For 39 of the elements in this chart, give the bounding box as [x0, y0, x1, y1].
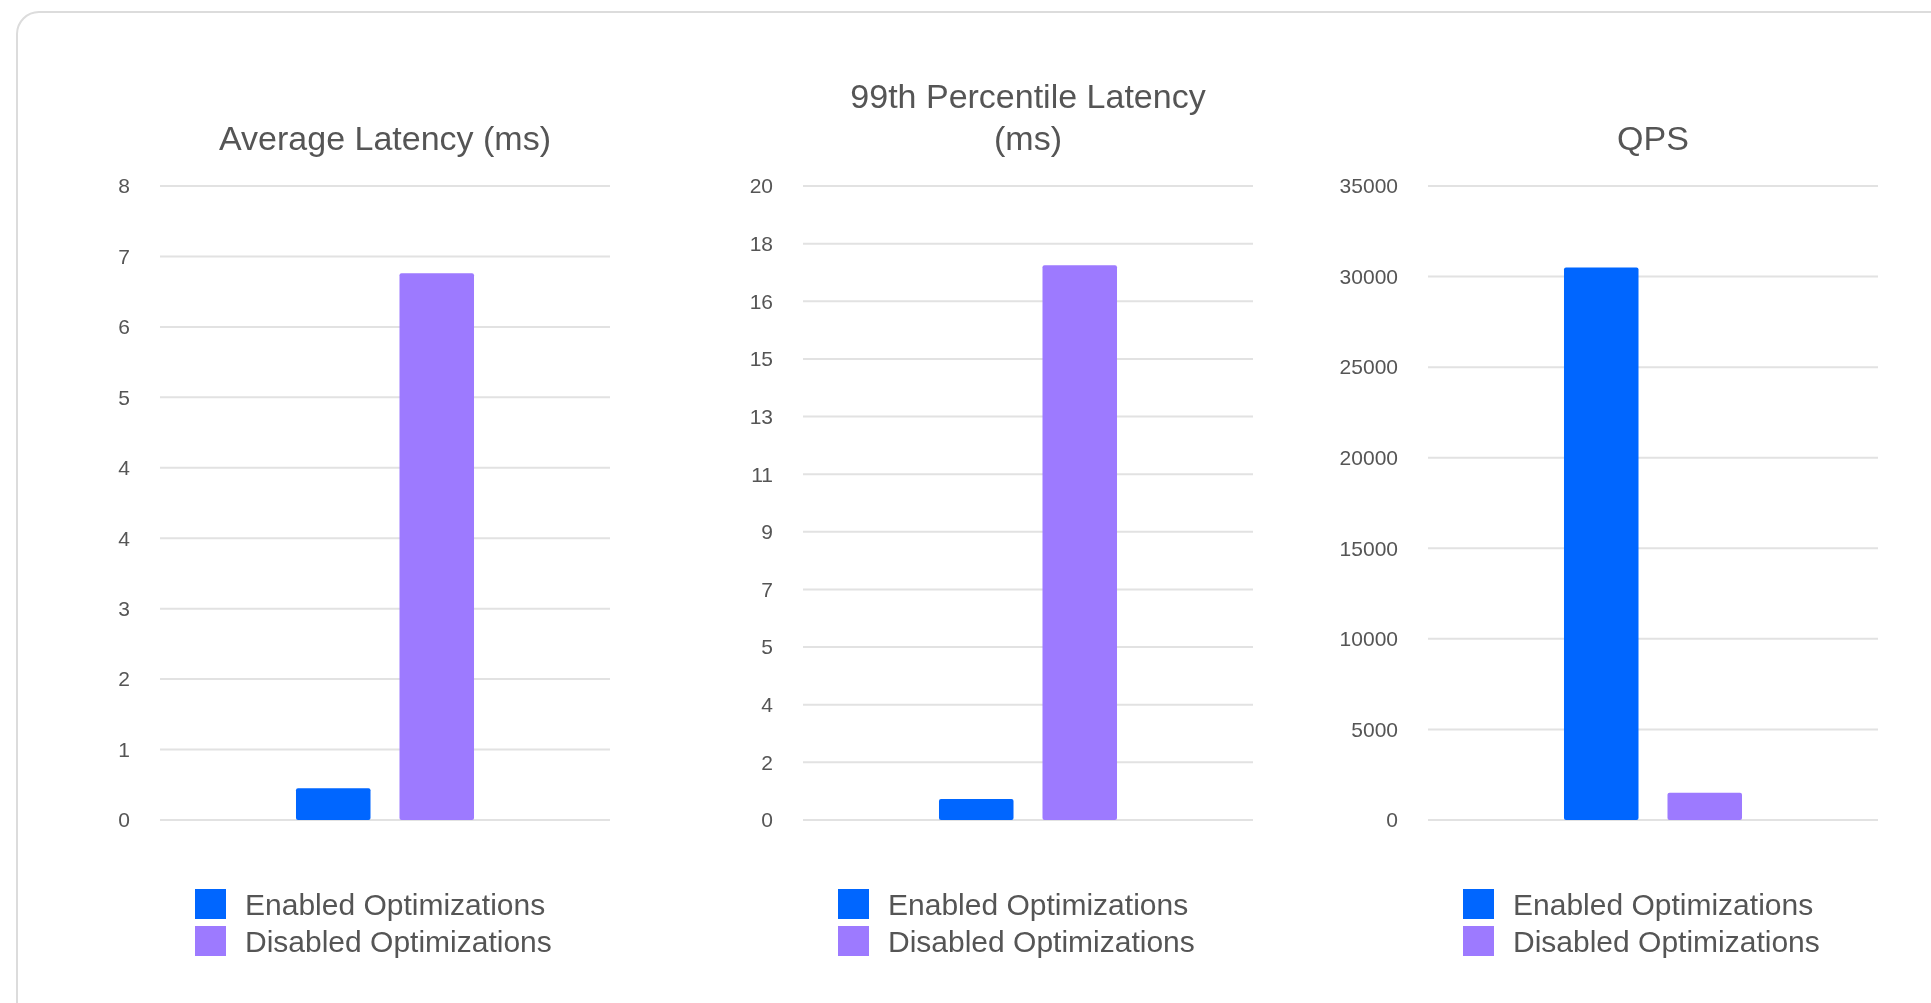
y-tick-label: 1 [118, 737, 130, 761]
y-tick-label: 5000 [1351, 717, 1398, 741]
legend-label: Enabled Optimizations [888, 887, 1189, 921]
y-tick-label: 15 [749, 347, 773, 371]
y-tick-label: 15000 [1339, 536, 1398, 560]
y-tick-label: 2 [761, 750, 773, 774]
chart-title: QPS [1617, 119, 1689, 157]
y-tick-label: 9 [761, 520, 773, 544]
y-tick-label: 0 [1386, 808, 1398, 832]
y-tick-label: 20000 [1339, 446, 1398, 470]
y-tick-label: 25000 [1339, 355, 1398, 379]
y-tick-label: 13 [749, 404, 773, 428]
y-tick-label: 30000 [1339, 264, 1398, 288]
y-tick-label: 7 [118, 244, 130, 268]
y-tick-label: 0 [118, 808, 130, 832]
chart-title: 99th Percentile Latency (ms) [850, 77, 1206, 157]
y-tick-label: 5 [118, 385, 130, 409]
y-tick-label: 35000 [1339, 174, 1398, 198]
y-tick-label: 5 [761, 635, 773, 659]
y-tick-label: 8 [118, 174, 130, 198]
y-tick-label: 0 [761, 808, 773, 832]
legend-label: Enabled Optimizations [1513, 887, 1814, 921]
y-tick-label: 18 [749, 231, 773, 255]
y-tick-label: 4 [118, 526, 131, 550]
chart-title: Average Latency (ms) [219, 119, 551, 157]
legend-label: Disabled Optimizations [245, 924, 552, 958]
y-tick-label: 6 [118, 315, 130, 339]
legend-label: Disabled Optimizations [888, 924, 1195, 958]
y-tick-label: 20 [749, 174, 773, 198]
legend-label: Enabled Optimizations [245, 887, 546, 921]
y-tick-label: 10000 [1339, 627, 1398, 651]
y-tick-label: 2 [118, 667, 130, 691]
y-tick-label: 3 [118, 596, 130, 620]
legend-label: Disabled Optimizations [1513, 924, 1820, 958]
y-tick-label: 4 [761, 693, 774, 717]
y-tick-label: 11 [751, 462, 773, 486]
y-tick-label: 16 [749, 289, 773, 313]
y-tick-label: 7 [761, 577, 773, 601]
y-tick-label: 4 [118, 456, 131, 480]
